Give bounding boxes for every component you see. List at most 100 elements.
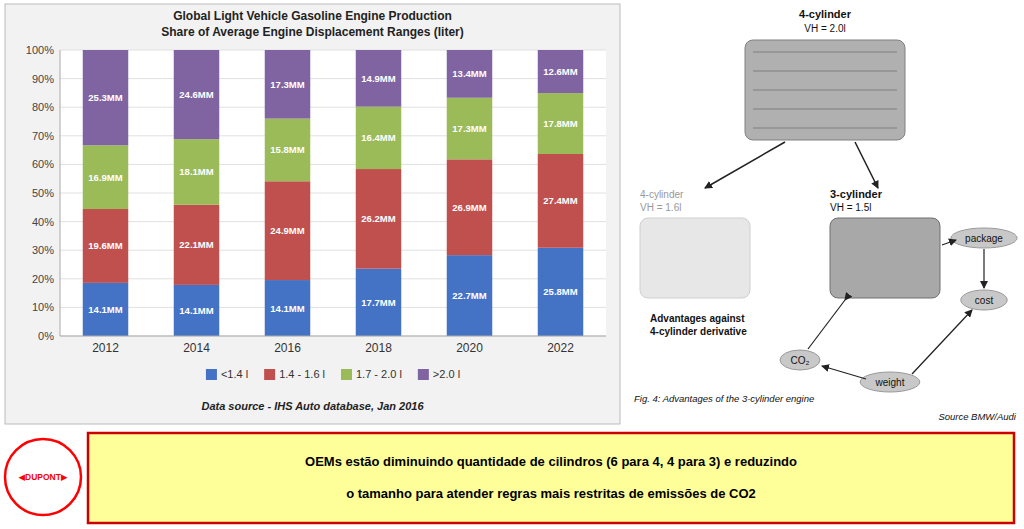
- bar-segment: [447, 50, 493, 98]
- x-tick-label: 2022: [547, 341, 574, 355]
- arrow: [822, 366, 866, 379]
- factor-oval: [780, 350, 820, 370]
- arrow: [855, 142, 878, 188]
- bar-segment: [447, 159, 493, 255]
- grid-line: [60, 193, 606, 194]
- factor-oval: [951, 228, 1017, 248]
- data-label: 16.9MM: [88, 172, 122, 183]
- bar-segment: [83, 145, 129, 209]
- bars: [83, 50, 584, 336]
- diagram-label: VH = 2.0l: [804, 23, 845, 34]
- data-label: 17.3MM: [452, 123, 486, 134]
- bar-segment: [356, 107, 402, 169]
- y-tick-label: 50%: [32, 187, 54, 199]
- data-label: 24.6MM: [179, 89, 213, 100]
- y-tick-label: 60%: [32, 158, 54, 170]
- data-label: 19.6MM: [88, 240, 122, 251]
- diagram-label: 4-cylinder: [640, 189, 684, 200]
- diagram-caption: Fig. 4: Advantages of the 3-cylinder eng…: [634, 393, 814, 404]
- legend-swatch: [264, 369, 275, 380]
- data-label: 15.8MM: [270, 144, 304, 155]
- data-label: 13.4MM: [452, 68, 486, 79]
- grid-line: [60, 135, 606, 136]
- data-label: 14.1MM: [179, 305, 213, 316]
- page: Global Light Vehicle Gasoline Engine Pro…: [0, 0, 1024, 529]
- data-label: 18.1MM: [179, 166, 213, 177]
- banner-text: OEMs estão diminuindo quantidade de cili…: [305, 454, 797, 469]
- data-label: 14.1MM: [88, 304, 122, 315]
- bar-segment: [83, 50, 129, 145]
- engine-left: [640, 218, 750, 298]
- bar-segment: [83, 209, 129, 283]
- data-label: 25.8MM: [543, 286, 577, 297]
- y-tick-label: 70%: [32, 130, 54, 142]
- chart-subtitle: Share of Average Engine Displacement Ran…: [161, 25, 464, 39]
- bar-segment: [538, 248, 584, 336]
- plot-background: [60, 50, 606, 336]
- legend-label: <1.4 l: [221, 368, 248, 380]
- arrow: [705, 142, 785, 188]
- y-tick-label: 20%: [32, 273, 54, 285]
- diagram-label: 3-cylinder: [830, 188, 883, 200]
- legend: <1.4 l 1.4 - 1.6 l 1.7 - 2.0 l >2.0 l: [206, 368, 460, 380]
- bar-segment: [265, 181, 311, 280]
- legend-swatch: [341, 369, 352, 380]
- grid-line: [60, 164, 606, 165]
- data-label: 17.7MM: [361, 297, 395, 308]
- bar-segment: [538, 50, 584, 93]
- factor-label: weight: [875, 377, 905, 388]
- legend-label: >2.0 l: [433, 368, 460, 380]
- bar-segment: [265, 119, 311, 182]
- diagram-label: 4-cylinder: [799, 8, 852, 20]
- data-label: 22.7MM: [452, 290, 486, 301]
- logo-oval: [5, 439, 81, 515]
- arrow: [912, 310, 972, 374]
- x-tick-label: 2012: [92, 341, 119, 355]
- y-axis: 0%10%20%30%40%50%60%70%80%90%100%: [26, 44, 606, 342]
- diagram-label: VH = 1.5l: [830, 202, 871, 213]
- legend-swatch: [418, 369, 429, 380]
- y-tick-label: 0%: [38, 330, 54, 342]
- grid-line: [60, 107, 606, 108]
- engine-detail: [753, 52, 897, 53]
- grid-line: [60, 221, 606, 222]
- chart-box: [5, 4, 620, 424]
- bar-segment: [538, 93, 584, 154]
- factor-label: cost: [975, 295, 994, 306]
- data-label: 17.8MM: [543, 118, 577, 129]
- engine-diagram: 4-cylinder VH = 2.0l 4-cylinder VH = 1.6l 3-…: [634, 8, 1017, 422]
- data-label: 26.9MM: [452, 202, 486, 213]
- banner: OEMs estão diminuindo quantidade de cili…: [5, 433, 1014, 523]
- y-tick-label: 10%: [32, 301, 54, 313]
- data-label: 14.1MM: [270, 303, 304, 314]
- diagram-label: Advantages against: [650, 313, 745, 324]
- x-tick-label: 2018: [365, 341, 392, 355]
- bar-segment: [356, 169, 402, 269]
- bar-segment: [265, 280, 311, 336]
- factor-oval: [961, 290, 1007, 310]
- engine-top: [745, 40, 905, 140]
- data-label: 24.9MM: [270, 225, 304, 236]
- arrow: [983, 249, 984, 288]
- grid-line: [60, 50, 606, 51]
- arrow: [942, 240, 956, 245]
- banner-box: [88, 433, 1014, 523]
- factor-label: package: [965, 233, 1003, 244]
- grid-line: [60, 336, 606, 337]
- arrow: [808, 300, 845, 349]
- grid-line: [60, 78, 606, 79]
- banner-text: o tamanho para atender regras mais restr…: [346, 486, 756, 501]
- diagram-source: Source BMW/Audi: [938, 411, 1016, 422]
- engine-right: [830, 218, 940, 298]
- engine-detail: [753, 71, 897, 72]
- bar-segment: [174, 50, 220, 139]
- factor-label: CO₂: [791, 355, 810, 366]
- grid-line: [60, 278, 606, 279]
- data-labels: 14.1MM 14.1MM 14.1MM 17.7MM 22.7MM 25.8MM 19.6…: [88, 66, 577, 316]
- legend-label: 1.4 - 1.6 l: [279, 368, 325, 380]
- legend-label: 1.7 - 2.0 l: [356, 368, 402, 380]
- engine-detail: [753, 90, 897, 91]
- bar-segment: [174, 205, 220, 285]
- diagram-label: VH = 1.6l: [640, 202, 681, 213]
- data-label: 27.4MM: [543, 195, 577, 206]
